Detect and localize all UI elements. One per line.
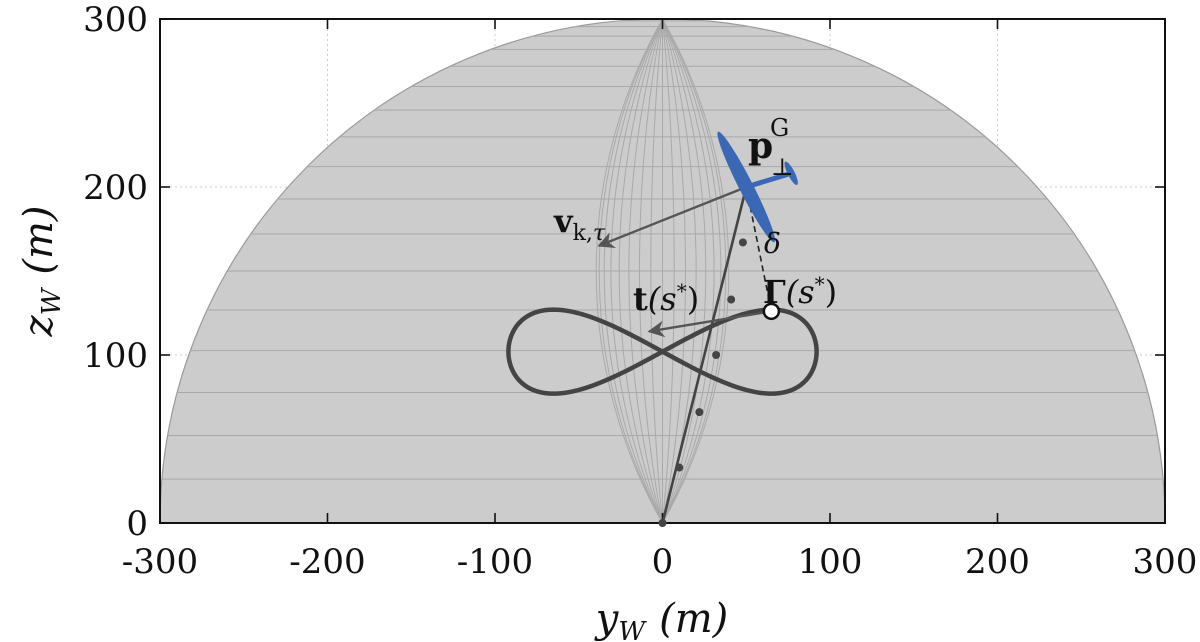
p-perp-subscript: ⊥ <box>771 153 794 181</box>
x-tick-label: 0 <box>652 542 674 582</box>
x-tick-label: 300 <box>1133 542 1198 582</box>
gamma-label: Γ(s*) <box>763 272 837 311</box>
x-tick-label: -300 <box>122 542 198 582</box>
delta-label: δ <box>764 227 781 260</box>
x-tick-label: 200 <box>965 542 1030 582</box>
kite-fuselage <box>743 170 793 190</box>
tether-marker <box>738 238 747 247</box>
tether-markers <box>658 238 747 527</box>
y-axis-label: zW(m) <box>16 206 67 338</box>
y-tick-label: 100 <box>83 336 148 376</box>
x-tick-labels: -300 -200 -100 0 100 200 300 <box>122 542 1198 582</box>
axis-ticks <box>159 18 1166 524</box>
tether-marker <box>658 519 667 527</box>
tangent-label: t(s*) <box>633 279 699 318</box>
tether-marker <box>727 295 736 304</box>
y-tick-label: 0 <box>126 504 148 544</box>
y-tick-label: 300 <box>83 0 148 40</box>
hemisphere-mesh <box>161 19 1164 523</box>
kite-glider <box>717 131 798 243</box>
tether-marker <box>695 408 704 417</box>
figure-eight-path <box>506 307 819 396</box>
x-tick-label: -100 <box>457 542 533 582</box>
p-perp-label: p <box>748 125 773 167</box>
tether-marker <box>675 463 684 472</box>
x-axis-label: yW (m) <box>594 596 728 642</box>
tether-marker <box>712 351 721 359</box>
y-tick-label: 200 <box>83 168 148 208</box>
y-tick-labels: 0 100 200 300 <box>83 0 148 544</box>
tangent-vector <box>647 310 772 338</box>
x-tick-label: 100 <box>798 542 863 582</box>
x-tick-label: -200 <box>289 542 365 582</box>
velocity-vector <box>597 185 747 248</box>
kite-tail <box>784 161 798 185</box>
velocity-label: vk,τ <box>553 202 606 246</box>
p-perp-superscript: G <box>770 114 789 142</box>
closest-point-marker <box>762 302 781 321</box>
